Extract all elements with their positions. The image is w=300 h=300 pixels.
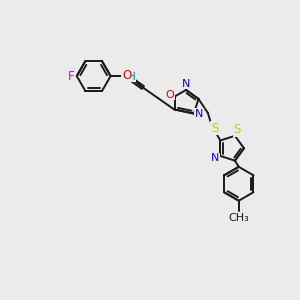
- Text: S: S: [233, 123, 241, 136]
- Text: N: N: [211, 153, 219, 163]
- Text: H: H: [128, 72, 135, 82]
- Text: CH₃: CH₃: [228, 213, 249, 223]
- Text: N: N: [195, 109, 203, 118]
- Text: N: N: [182, 79, 190, 89]
- Text: O: O: [166, 90, 175, 100]
- Text: N: N: [122, 70, 130, 83]
- Text: O: O: [122, 69, 131, 82]
- Text: S: S: [211, 122, 218, 135]
- Text: F: F: [68, 70, 75, 83]
